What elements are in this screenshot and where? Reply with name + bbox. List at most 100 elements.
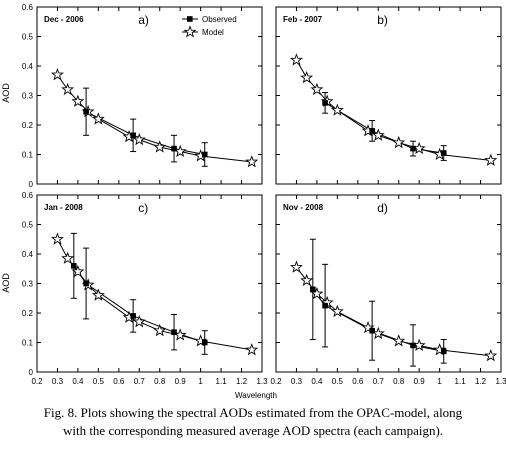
y-tick-label: 0.3 [22, 92, 34, 101]
x-tick-label: 0.4 [311, 377, 323, 386]
model-star-point [153, 140, 167, 153]
observed-square-point [322, 302, 328, 309]
series-line-observed [312, 289, 444, 352]
observed-square-point [310, 286, 316, 293]
observed-square-point [322, 100, 328, 106]
chart-panel-2: 0.2 0.3 0.4 0.5 0.6 0.7 0.8 0.9 1 1.1 1.2 1.3 0 0.1 0.… [22, 191, 268, 386]
x-tick-label: 0.6 [113, 377, 125, 386]
x-tick-label: 0.8 [154, 377, 166, 386]
y-tick-label: 0.4 [22, 62, 34, 71]
observed-square-point [171, 145, 177, 152]
observed-square-point [130, 313, 136, 319]
chart-panel-3: 0.2 0.3 0.4 0.5 0.6 0.7 0.8 0.9 1 1.1 1.2 1.3 Nov - … [270, 194, 506, 386]
model-star-point [91, 112, 105, 125]
figure-canvas: AOD AOD Wavelength 0 0.1 0.2 0.3 0.4 0.5 0.6 De… [1, 3, 506, 400]
model-star-point [245, 343, 259, 356]
model-star-point [330, 304, 344, 318]
x-tick-label: 0.2 [270, 377, 282, 386]
chart-panel-0: 0 0.1 0.2 0.3 0.4 0.5 0.6 Dec - 2006 a) Observed M… [22, 3, 263, 189]
model-star-point [433, 343, 447, 356]
figure-caption: Fig. 8. Plots showing the spectral AODs … [0, 404, 506, 440]
x-tick-label: 1 [437, 377, 442, 386]
model-star-point [91, 288, 105, 301]
caption-line-1: Fig. 8. Plots showing the spectral AODs … [43, 405, 463, 420]
model-star-point [330, 103, 344, 116]
panel-label: b) [377, 13, 388, 27]
model-star-point [132, 315, 146, 328]
y-tick-label: 0.2 [22, 121, 34, 130]
x-tick-label: 0.6 [352, 377, 364, 386]
observed-square-point [130, 132, 136, 139]
y-tick-label: 0.1 [22, 151, 34, 160]
model-star-point [484, 348, 498, 362]
observed-square-point [71, 263, 77, 269]
observed-square-point [410, 145, 416, 152]
x-tick-label: 1.1 [455, 377, 467, 386]
panel-title: Jan - 2008 [44, 203, 83, 212]
model-star-point [50, 232, 64, 245]
observed-square-point [440, 348, 447, 355]
observed-square-point [171, 329, 177, 335]
series-line-observed [324, 102, 444, 154]
x-tick-label: 0.5 [332, 377, 344, 386]
panel-title: Nov - 2008 [283, 203, 324, 212]
model-star-point [300, 273, 314, 287]
caption-line-2: with the corresponding measured average … [62, 423, 444, 438]
model-star-point [289, 53, 303, 66]
x-tick-label: 0.7 [134, 377, 146, 386]
model-star-point [245, 155, 259, 168]
x-tick-label: 0.2 [31, 377, 43, 386]
model-star-point [71, 264, 85, 278]
x-tick-label: 0.9 [175, 377, 187, 386]
observed-square-point [369, 128, 375, 134]
legend-label-observed: Observed [202, 15, 237, 24]
model-star-point [310, 82, 324, 96]
y-tick-label: 0 [29, 180, 34, 189]
observed-square-point [369, 327, 375, 334]
panel-label: a) [138, 13, 149, 27]
y-tick-label: 0.4 [22, 250, 34, 259]
x-tick-label: 0.9 [414, 377, 426, 386]
y-tick-label: 0.5 [22, 221, 34, 230]
model-star-point [153, 323, 167, 337]
y-tick-label: 0.6 [22, 3, 34, 12]
x-tick-label: 0.3 [52, 377, 64, 386]
x-tick-label: 0.4 [72, 377, 84, 386]
observed-square-point [83, 280, 89, 287]
y-tick-label: 0.1 [22, 339, 34, 348]
model-star-point [289, 260, 303, 273]
panel-title: Feb - 2007 [283, 15, 323, 24]
observed-square-point [410, 342, 416, 349]
series-line-model [57, 239, 252, 351]
series-line-observed [85, 111, 205, 155]
x-tick-label: 0.3 [291, 377, 303, 386]
series-line-model [296, 59, 491, 161]
x-axis-label: Wavelength [235, 391, 277, 400]
x-tick-label: 1.1 [216, 377, 228, 386]
y-tick-label: 0.2 [22, 309, 34, 318]
x-tick-label: 1.2 [475, 377, 487, 386]
x-tick-label: 1 [198, 377, 203, 386]
observed-square-point [83, 108, 89, 115]
panel-label: d) [377, 201, 388, 215]
model-star-point [194, 334, 208, 347]
panel-title: Dec - 2006 [44, 15, 84, 24]
model-star-point [300, 71, 314, 84]
model-star-point [50, 68, 64, 81]
legend-marker-model [183, 25, 197, 38]
observed-square-point [201, 339, 208, 346]
series-line-model [296, 266, 491, 357]
y-axis-label: AOD [1, 83, 11, 103]
y-tick-label: 0 [29, 368, 34, 377]
y-axis-label: AOD [1, 273, 11, 293]
model-star-point [61, 251, 75, 264]
observed-square-point [440, 150, 447, 156]
y-tick-label: 0.5 [22, 33, 34, 42]
x-tick-label: 1.2 [236, 377, 248, 386]
model-star-point [392, 334, 406, 347]
plot-frame [36, 6, 263, 185]
model-star-point [61, 82, 75, 96]
y-tick-label: 0.6 [22, 191, 34, 200]
x-tick-label: 0.5 [93, 377, 105, 386]
series-line-observed [73, 265, 205, 343]
